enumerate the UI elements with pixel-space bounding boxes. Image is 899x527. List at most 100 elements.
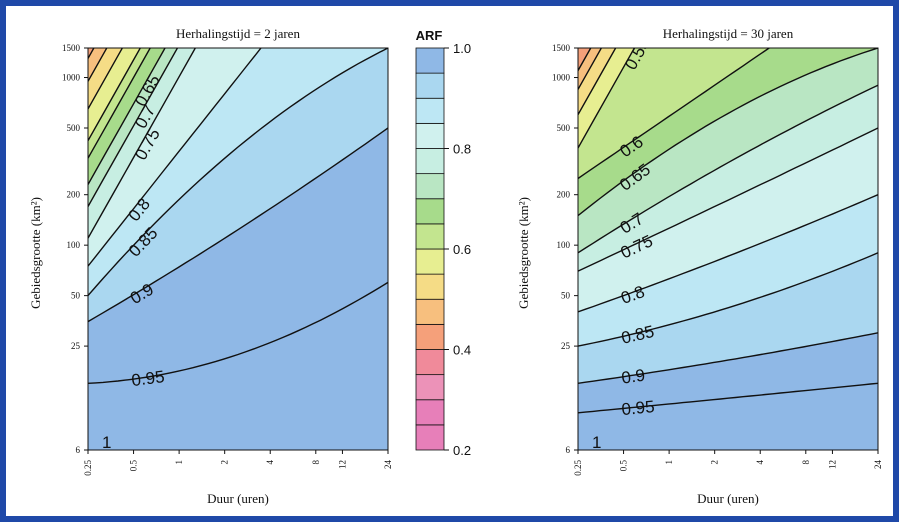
y-tick-label: 1500 [552, 43, 571, 53]
y-tick-label: 100 [557, 240, 571, 250]
contour-line [578, 194, 878, 313]
y-tick-label: 1000 [552, 73, 571, 83]
colorbar-ticks: 0.2 0.4 0.6 0.8 1.0 [444, 41, 471, 458]
colorbar: ARF 0.2 0.4 0.6 0.8 1.0 [415, 28, 471, 458]
panel-return-period-2: Herhalingstijd = 2 jaren 0.950.90.850.80… [28, 26, 393, 506]
contour-line [578, 84, 878, 254]
x-tick-label: 0.25 [573, 460, 583, 476]
y-tick-label: 50 [561, 291, 571, 301]
y-tick-label: 200 [67, 190, 81, 200]
x-tick-label: 4 [755, 460, 765, 465]
x-tick-label: 8 [311, 460, 321, 465]
contour-line [578, 382, 878, 414]
colorbar-block [415, 148, 445, 175]
contour-line [578, 48, 636, 149]
x-axis-label: Duur (uren) [697, 491, 759, 506]
contour-line [88, 48, 197, 239]
contour-label: 0.95 [130, 367, 165, 390]
colorbar-block [415, 424, 445, 451]
contour-label: 0.9 [620, 366, 646, 388]
contour-band [578, 48, 591, 71]
panel-return-period-30: Herhalingstijd = 30 jaren 0.950.90.850.8… [516, 26, 883, 506]
colorbar-block [415, 173, 445, 200]
plot-border [87, 47, 389, 451]
y-tick-label: 50 [71, 291, 81, 301]
x-tick-label: 12 [337, 460, 347, 469]
colorbar-block [415, 97, 445, 124]
contour-line [88, 48, 142, 142]
x-tick-label: 12 [827, 460, 837, 469]
contour-line [88, 48, 262, 267]
x-tick-label: 4 [265, 460, 275, 465]
contour-line [578, 252, 878, 347]
contour-line [578, 48, 771, 180]
x-tick-label: 0.25 [83, 460, 93, 476]
contour-label: 1 [592, 433, 601, 452]
y-tick-labels: 6 25 50 100 200 500 1000 1500 [552, 43, 578, 455]
colorbar-blocks [415, 47, 445, 451]
x-tick-label: 24 [383, 460, 393, 470]
y-tick-label: 25 [71, 341, 81, 351]
contour-line [88, 48, 152, 159]
contour-label: 0.95 [621, 397, 656, 419]
x-tick-label: 2 [220, 460, 230, 465]
y-tick-label: 100 [67, 240, 81, 250]
contour-line [88, 48, 179, 207]
x-tick-label: 0.5 [619, 460, 629, 472]
y-tick-label: 6 [566, 445, 571, 455]
x-tick-label: 8 [801, 460, 811, 465]
plot-area: 0.950.90.850.80.750.70.650.60.550.41 [577, 47, 879, 452]
colorbar-tick-label: 1.0 [453, 41, 471, 56]
panel-title: Herhalingstijd = 30 jaren [663, 26, 794, 41]
colorbar-tick-label: 0.4 [453, 343, 471, 358]
colorbar-block [415, 47, 445, 74]
x-tick-labels: 0.25 0.5 1 2 4 8 12 24 [83, 450, 393, 476]
y-tick-label: 25 [561, 341, 571, 351]
y-tick-label: 200 [557, 190, 571, 200]
colorbar-tick-label: 0.6 [453, 242, 471, 257]
colorbar-block [415, 323, 445, 350]
contour-line [578, 48, 878, 217]
contour-line [578, 332, 878, 384]
colorbar-block [415, 248, 445, 275]
y-axis-label: Gebiedsgrootte (km²) [28, 197, 43, 309]
y-axis-label: Gebiedsgrootte (km²) [516, 197, 531, 309]
colorbar-block [415, 298, 445, 325]
colorbar-block [415, 374, 445, 401]
x-tick-label: 2 [710, 460, 720, 465]
contour-line [88, 48, 388, 297]
contour-label: 1 [102, 433, 111, 452]
y-tick-label: 500 [557, 123, 571, 133]
contour-band [578, 48, 770, 179]
plot-border [577, 47, 879, 451]
y-tick-label: 500 [67, 123, 81, 133]
x-axis-label: Duur (uren) [207, 491, 269, 506]
colorbar-block [415, 399, 445, 426]
contour-line [88, 127, 388, 323]
colorbar-block [415, 122, 445, 149]
plot-area: 0.950.90.850.80.750.70.650.51 [87, 47, 389, 452]
colorbar-block [415, 349, 445, 376]
x-tick-label: 1 [174, 460, 184, 465]
x-tick-label: 1 [664, 460, 674, 465]
y-tick-label: 6 [76, 445, 81, 455]
x-tick-labels: 0.25 0.5 1 2 4 8 12 24 [573, 450, 883, 476]
y-tick-label: 1000 [62, 73, 81, 83]
x-tick-label: 24 [873, 460, 883, 470]
contour-line [88, 281, 388, 384]
x-tick-label: 0.5 [129, 460, 139, 472]
colorbar-block [415, 198, 445, 225]
colorbar-title: ARF [416, 28, 443, 43]
colorbar-tick-label: 0.2 [453, 443, 471, 458]
colorbar-block [415, 273, 445, 300]
colorbar-tick-label: 0.8 [453, 142, 471, 157]
colorbar-block [415, 223, 445, 250]
contour-line [88, 48, 166, 185]
colorbar-block [415, 72, 445, 99]
y-tick-labels: 6 25 50 100 200 500 1000 1500 [62, 43, 88, 455]
contour-line [578, 127, 878, 272]
panel-title: Herhalingstijd = 2 jaren [176, 26, 300, 41]
y-tick-label: 1500 [62, 43, 81, 53]
